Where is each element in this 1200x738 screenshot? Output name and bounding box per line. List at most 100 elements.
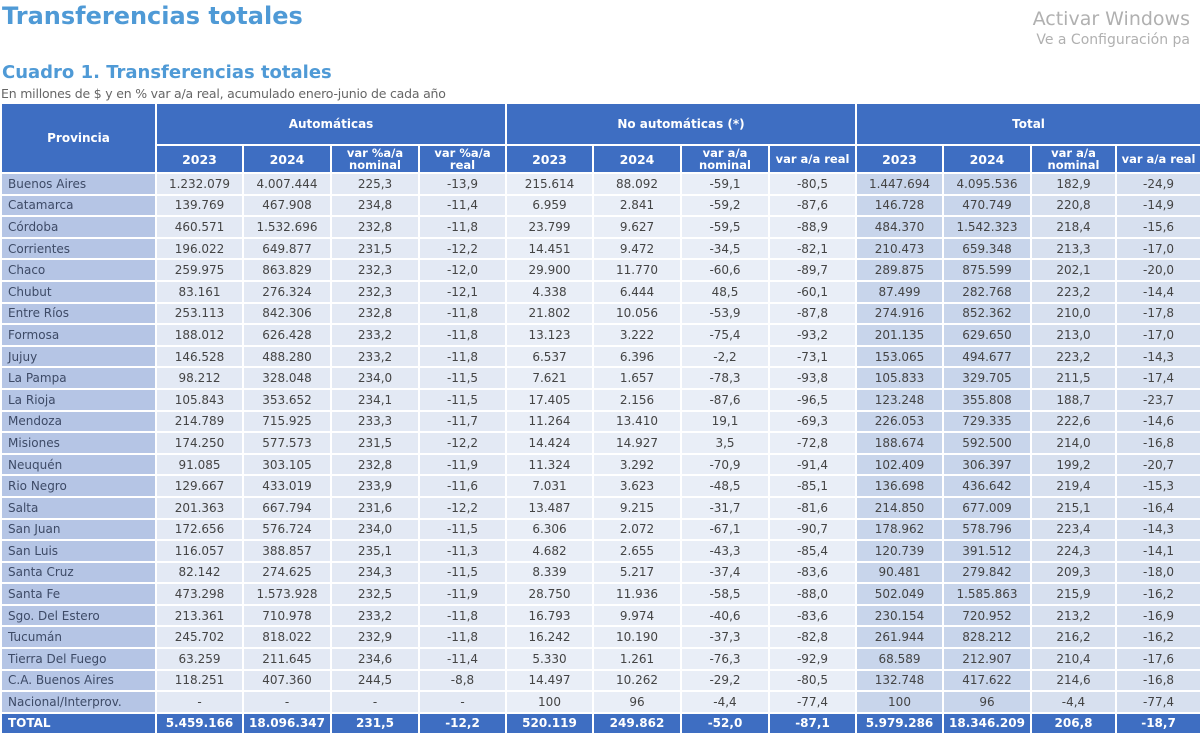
table-cell: -60,1 — [768, 279, 857, 304]
table-cell: 274.625 — [242, 560, 332, 585]
table-cell: 213.361 — [155, 603, 244, 628]
table-cell: 199,2 — [1030, 452, 1117, 477]
table-cell: -11,5 — [418, 517, 507, 542]
table-row: San Luis 116.057 388.857 235,1 -11,3 4.682 2.6… — [0, 539, 1200, 563]
table-cell: -96,5 — [768, 387, 857, 412]
table-cell: -17,8 — [1114, 301, 1200, 326]
table-cell: 2.072 — [592, 517, 682, 542]
table-cell: -59,2 — [680, 193, 770, 218]
table-cell: -11,8 — [418, 215, 507, 239]
table-cell: -11,8 — [418, 625, 507, 650]
total-cell: -12,2 — [418, 711, 507, 735]
table-cell: 83.161 — [155, 279, 244, 304]
table-cell: 1.585.863 — [942, 582, 1032, 606]
table-cell: 210,4 — [1030, 647, 1117, 671]
table-cell: 710.978 — [242, 603, 332, 628]
table-row: La Rioja 105.843 353.652 234,1 -11,5 17.405 2.… — [0, 387, 1200, 412]
table-cell: -16,2 — [1114, 625, 1200, 650]
table-row: Tierra Del Fuego 63.259 211.645 234,6 -11,4 5… — [0, 647, 1200, 671]
table-cell: 28.750 — [505, 582, 594, 606]
table-cell: -16,4 — [1114, 495, 1200, 520]
table-cell: 202,1 — [1030, 258, 1117, 282]
table-cell: -11,4 — [418, 647, 507, 671]
table-cell: 182,9 — [1030, 172, 1117, 196]
table-cell: 715.925 — [242, 409, 332, 434]
table-cell: 9.974 — [592, 603, 682, 628]
table-cell: - — [418, 690, 507, 714]
total-cell: 5.459.166 — [155, 711, 244, 735]
table-cell: -77,4 — [768, 690, 857, 714]
table-cell: -11,7 — [418, 409, 507, 434]
table-cell: -16,8 — [1114, 431, 1200, 455]
table-cell: -2,2 — [680, 344, 770, 369]
table-cell: 494.677 — [942, 344, 1032, 369]
table-cell: -89,7 — [768, 258, 857, 282]
table-cell: 226.053 — [855, 409, 944, 434]
table-cell: 213,0 — [1030, 323, 1117, 347]
table-cell: 146.728 — [855, 193, 944, 218]
table-cell: 146.528 — [155, 344, 244, 369]
table-cell: 355.808 — [942, 387, 1032, 412]
table-row: Catamarca 139.769 467.908 234,8 -11,4 6.959 2.… — [0, 193, 1200, 218]
table-cell: 231,5 — [330, 431, 420, 455]
table-cell: 196.022 — [155, 236, 244, 261]
table-cell: 10.056 — [592, 301, 682, 326]
table-cell: -59,5 — [680, 215, 770, 239]
table-cell: -14,1 — [1114, 539, 1200, 563]
table-title: Cuadro 1. Transferencias totales — [2, 62, 332, 83]
table-cell: 223,4 — [1030, 517, 1117, 542]
table-cell: -20,0 — [1114, 258, 1200, 282]
province-name: Formosa — [0, 323, 157, 347]
table-cell: 659.348 — [942, 236, 1032, 261]
table-cell: 233,3 — [330, 409, 420, 434]
table-cell: 828.212 — [942, 625, 1032, 650]
table-cell: 232,8 — [330, 452, 420, 477]
table-cell: 215.614 — [505, 172, 594, 196]
column-header: var a/a nominal — [680, 144, 770, 174]
table-cell: 14.497 — [505, 668, 594, 693]
table-cell: - — [242, 690, 332, 714]
table-cell: -4,4 — [1030, 690, 1117, 714]
table-cell: 224,3 — [1030, 539, 1117, 563]
table-row: Córdoba 460.571 1.532.696 232,8 -11,8 23.799 9… — [0, 215, 1200, 239]
table-cell: -73,1 — [768, 344, 857, 369]
table-cell: 282.768 — [942, 279, 1032, 304]
table-cell: -81,6 — [768, 495, 857, 520]
table-cell: 105.843 — [155, 387, 244, 412]
table-cell: 100 — [855, 690, 944, 714]
province-name: Santa Fe — [0, 582, 157, 606]
table-cell: 3,5 — [680, 431, 770, 455]
total-cell: 18.096.347 — [242, 711, 332, 735]
table-cell: 6.396 — [592, 344, 682, 369]
header-provincia: Provincia — [0, 102, 157, 174]
table-cell: 13.410 — [592, 409, 682, 434]
table-cell: 4.682 — [505, 539, 594, 563]
table-cell: 626.428 — [242, 323, 332, 347]
table-cell: 14.424 — [505, 431, 594, 455]
table-cell: -72,8 — [768, 431, 857, 455]
table-cell: 223,2 — [1030, 344, 1117, 369]
table-cell: 231,5 — [330, 236, 420, 261]
table-cell: -76,3 — [680, 647, 770, 671]
table-cell: 11.936 — [592, 582, 682, 606]
total-cell: 231,5 — [330, 711, 420, 735]
table-cell: 6.306 — [505, 517, 594, 542]
table-cell: 592.500 — [942, 431, 1032, 455]
table-cell: 129.667 — [155, 474, 244, 498]
table-cell: 488.280 — [242, 344, 332, 369]
table-cell: -11,8 — [418, 603, 507, 628]
table-cell: 211,5 — [1030, 366, 1117, 390]
table-cell: 436.642 — [942, 474, 1032, 498]
table-cell: 234,0 — [330, 366, 420, 390]
column-header: var %a/a real — [418, 144, 507, 174]
table-cell: -16,8 — [1114, 668, 1200, 693]
province-name: Neuquén — [0, 452, 157, 477]
table-cell: 87.499 — [855, 279, 944, 304]
table-cell: 863.829 — [242, 258, 332, 282]
table-row: Sgo. Del Estero 213.361 710.978 233,2 -11,8 1… — [0, 603, 1200, 628]
table-cell: 245.702 — [155, 625, 244, 650]
table-cell: -43,3 — [680, 539, 770, 563]
table-cell: -16,2 — [1114, 582, 1200, 606]
column-header: var a/a real — [1114, 144, 1200, 174]
table-cell: -17,6 — [1114, 647, 1200, 671]
